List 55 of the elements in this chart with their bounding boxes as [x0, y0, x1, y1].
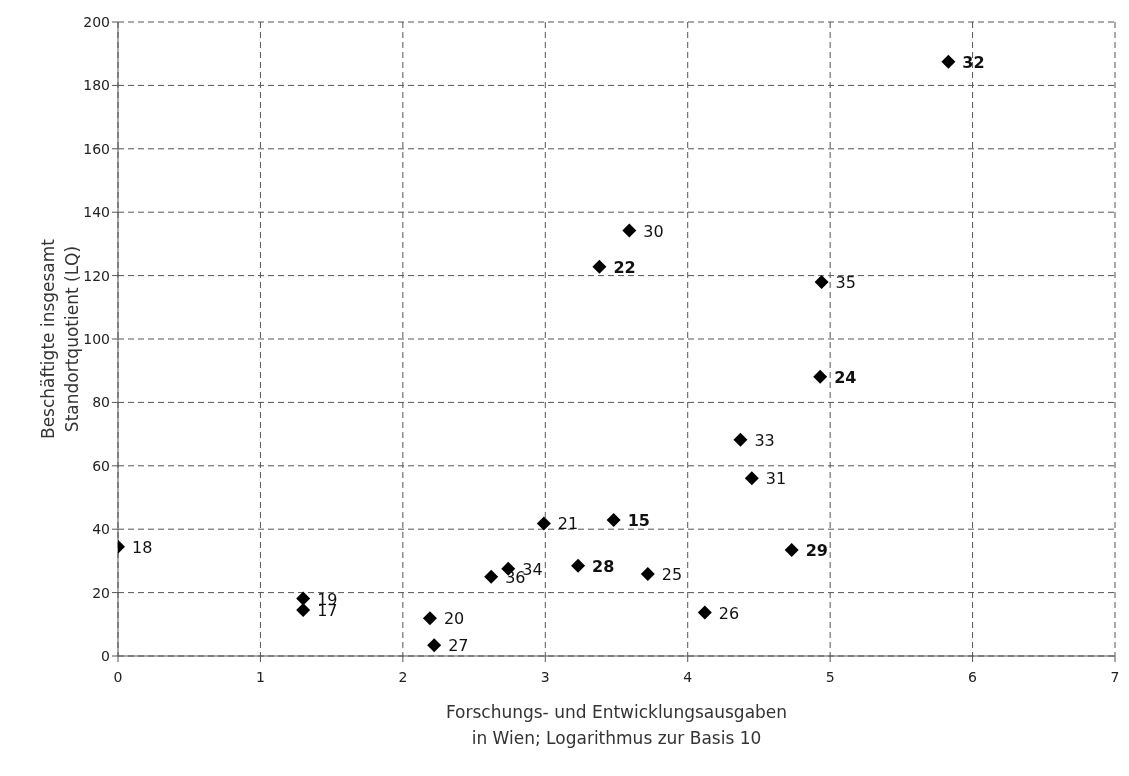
annotation: 26	[718, 603, 740, 623]
y-tick-label: 100	[83, 330, 110, 347]
y-tick-label: 120	[83, 267, 110, 284]
annotation: 25	[661, 564, 683, 584]
point	[296, 603, 311, 618]
point	[813, 369, 828, 384]
y-tick-label: 20	[92, 584, 110, 601]
x-tick-label: 4	[683, 668, 693, 685]
point	[640, 566, 655, 581]
x-tick-label: 1	[255, 668, 265, 685]
x-axis-title: Forschungs- und Entwicklungsausgaben in Wien; Logarithmus zur Basis 10	[445, 702, 788, 748]
point	[784, 543, 799, 558]
x-tick-label: 5	[825, 668, 835, 685]
x-tick-label: 0	[113, 668, 123, 685]
annotation: 21	[557, 514, 579, 534]
point	[571, 558, 586, 573]
annotation: 18	[132, 537, 153, 557]
y-axis-title: Beschäftigte insgesamt Standortquotient (LQ)	[38, 238, 82, 440]
x-tick-label: 3	[540, 668, 550, 685]
annotation: 33	[754, 430, 775, 450]
y-tick-label: 0	[101, 647, 110, 664]
annotation: 32	[962, 52, 985, 72]
annotation: 22	[613, 257, 636, 277]
annotation: 35	[835, 272, 856, 292]
y-tick-label: 40	[92, 521, 110, 538]
y-tick-label: 160	[83, 140, 110, 157]
point	[622, 223, 637, 238]
point	[296, 591, 311, 606]
point	[422, 611, 437, 626]
point	[814, 274, 829, 289]
point	[697, 605, 712, 620]
point	[744, 471, 759, 486]
y-tick-label: 200	[83, 13, 110, 30]
x-tick-label: 7	[1110, 668, 1120, 685]
annotation: 20	[443, 609, 465, 629]
point	[592, 259, 607, 274]
point	[606, 513, 621, 528]
annotation: 28	[592, 556, 615, 576]
annotation: 30	[643, 221, 664, 241]
annotation: 27	[448, 636, 469, 656]
point	[536, 516, 551, 531]
x-tick-label: 2	[398, 668, 408, 685]
point	[484, 569, 499, 584]
point	[941, 54, 956, 69]
annotation: 15	[627, 511, 650, 531]
y-tick-label: 140	[83, 204, 110, 221]
point	[733, 432, 748, 447]
y-tick-label: 80	[92, 394, 110, 411]
annotation: 31	[765, 469, 787, 489]
y-tick-label: 60	[92, 457, 110, 474]
y-tick-label: 180	[83, 77, 110, 94]
annotation: 29	[805, 541, 828, 561]
point	[427, 638, 442, 653]
annotation: 24	[834, 367, 857, 387]
x-tick-label: 6	[968, 668, 978, 685]
